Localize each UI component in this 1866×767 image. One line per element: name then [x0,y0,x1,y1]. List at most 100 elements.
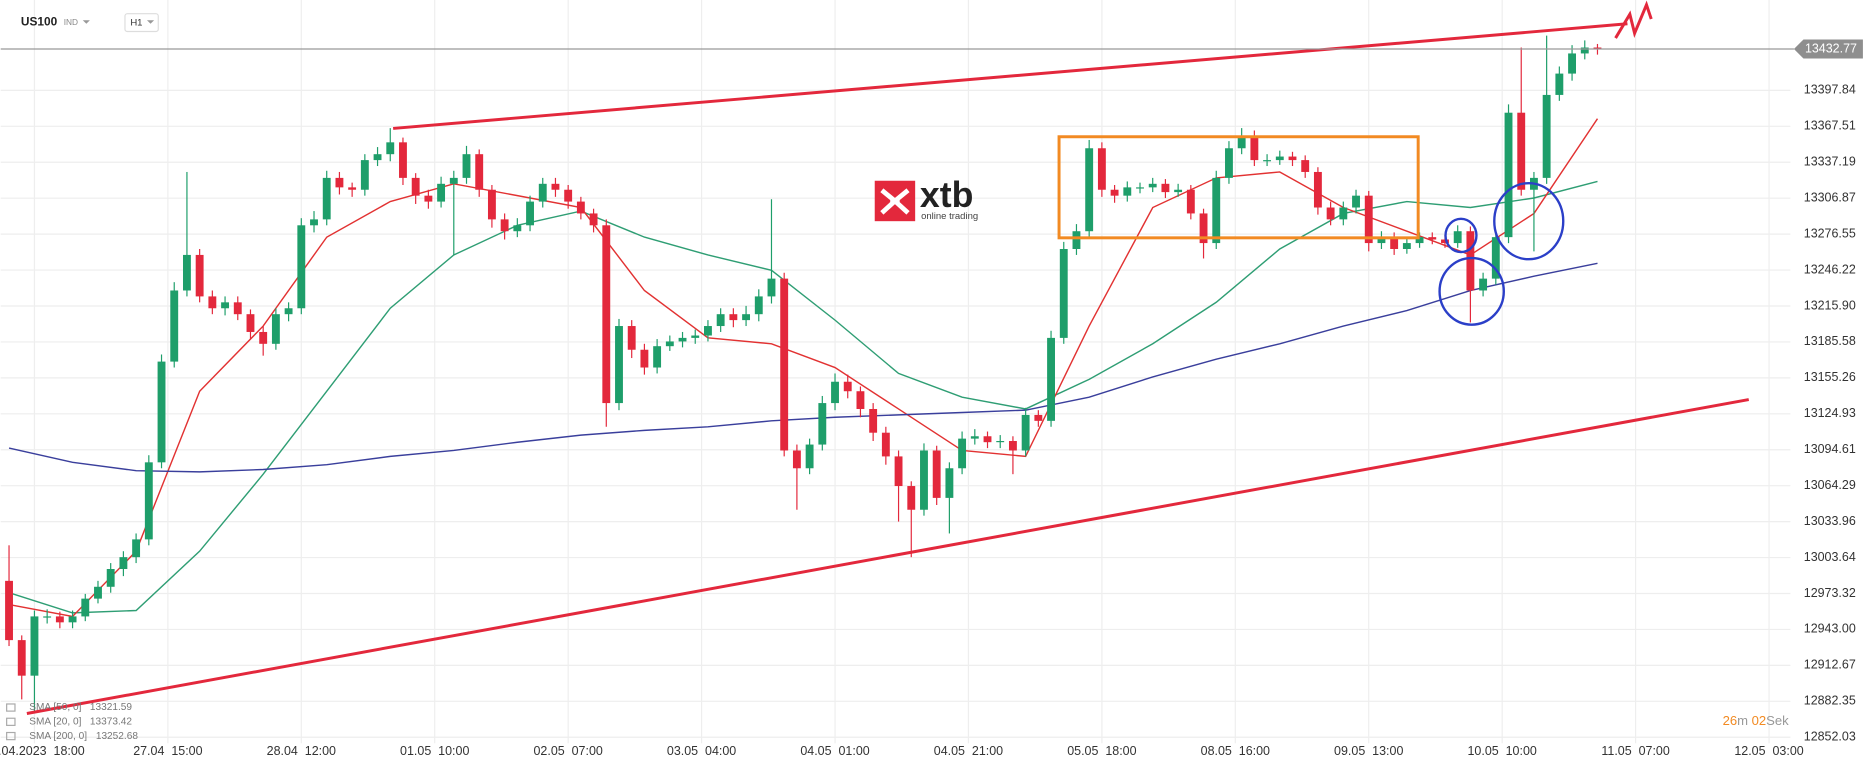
candle-body [640,349,649,368]
timeframe[interactable]: H1 [130,18,142,29]
candle-body [399,142,407,178]
candle-body [1008,441,1017,451]
legend-value: 13373.42 [90,716,132,727]
trend-line [393,22,1628,130]
candle-body [322,177,331,220]
candle-body [894,456,903,487]
x-tick-label: 12.05 03:00 [1734,744,1803,758]
candle-body [462,154,471,178]
x-tick-label: 11.05 07:00 [1601,744,1669,758]
y-tick-label: 13003.64 [1804,550,1856,564]
candle-body [310,219,318,226]
x-tick-label: 26.04.2023 18:00 [0,744,85,758]
candle-body [1110,189,1119,196]
candle-body [284,308,293,315]
candle-body [1047,337,1055,421]
candle-body [1580,47,1589,54]
candle-body [526,201,534,226]
candle-body [1402,243,1411,249]
candle-body [1339,207,1348,220]
caret [82,20,90,24]
candle-body [360,160,369,190]
symbol[interactable]: US100 [21,15,58,29]
candle-body [246,314,255,332]
toolbar: US100 IND H1 [21,13,159,33]
candle-body [970,436,979,439]
candle-body [920,450,928,510]
candle-body [348,187,357,190]
candle-body [1085,148,1094,232]
x-tick-label: 04.05 01:00 [800,744,869,758]
candle-body [1352,195,1360,208]
candle-body [1466,231,1475,291]
candle-body [132,539,141,558]
candle-body [513,225,522,232]
y-tick-label: 13367.51 [1804,119,1856,133]
candle-body [869,409,878,433]
y-tick-label: 13124.93 [1804,406,1856,420]
candle-body [1263,160,1272,162]
candle-body [754,296,763,315]
countdown-seconds: 02 [1752,713,1767,728]
x-tick-label: 03.05 04:00 [667,744,736,758]
y-tick-label: 13155.26 [1804,370,1856,384]
timeframe-box[interactable] [124,13,159,33]
candle-body [1479,278,1488,291]
sma-line [8,262,1598,473]
candle-body [30,616,39,676]
y-tick-label: 12973.32 [1804,586,1856,600]
candle-body [678,337,687,342]
legend-name: SMA [50, 0] [29,702,81,713]
candle-body [1415,237,1424,244]
candle-body [144,462,153,540]
candle-body [157,361,166,463]
sma-line [8,180,1598,614]
candle-body [449,177,458,184]
trend-line [26,398,1750,715]
candle-body [208,296,217,309]
candle-body [1504,112,1513,238]
x-tick-label: 01.05 10:00 [400,744,469,758]
candle-body [1428,237,1437,240]
candles [5,35,1602,712]
candle-body [94,586,102,599]
candle-body [386,142,395,155]
candle-body [1441,239,1449,244]
caret [146,20,155,24]
candle-body [843,381,852,392]
y-tick-label: 13397.84 [1804,83,1856,97]
countdown-unit: m [1737,713,1748,728]
candle-body [653,346,662,368]
legend-value: 13252.68 [96,731,138,742]
x-tick-label: 09.05 13:00 [1334,744,1403,758]
x-tick-label: 02.05 07:00 [533,744,602,758]
candle-body [1593,47,1602,49]
x-tick-label: 27.04 15:00 [133,744,202,758]
y-tick-label: 12852.03 [1804,730,1856,744]
candle-body [958,438,967,469]
candle-body [1364,195,1373,244]
candle-body [1212,177,1221,244]
candle-body [195,254,204,297]
logo-x [880,188,910,215]
candle-body [704,326,712,336]
candle-body [81,598,90,617]
candle-body [1555,73,1564,95]
countdown-minutes: 26 [1723,713,1738,728]
candle-body [1148,183,1157,188]
candle-body [1377,237,1386,244]
candle-body [1568,53,1576,74]
candle-body [983,436,992,443]
y-tick-label: 13215.90 [1804,298,1856,312]
candle-body [932,450,941,498]
candle-body [1097,148,1106,190]
candle-body [831,381,839,404]
legend-icon [6,703,16,712]
x-tick-label: 05.05 18:00 [1067,744,1136,758]
candle-body [373,154,382,161]
candle-body [411,177,420,196]
candle-body [805,444,814,469]
candle-body [615,326,623,404]
candle-body [1072,231,1081,249]
legend-name: SMA [20, 0] [29,716,81,727]
